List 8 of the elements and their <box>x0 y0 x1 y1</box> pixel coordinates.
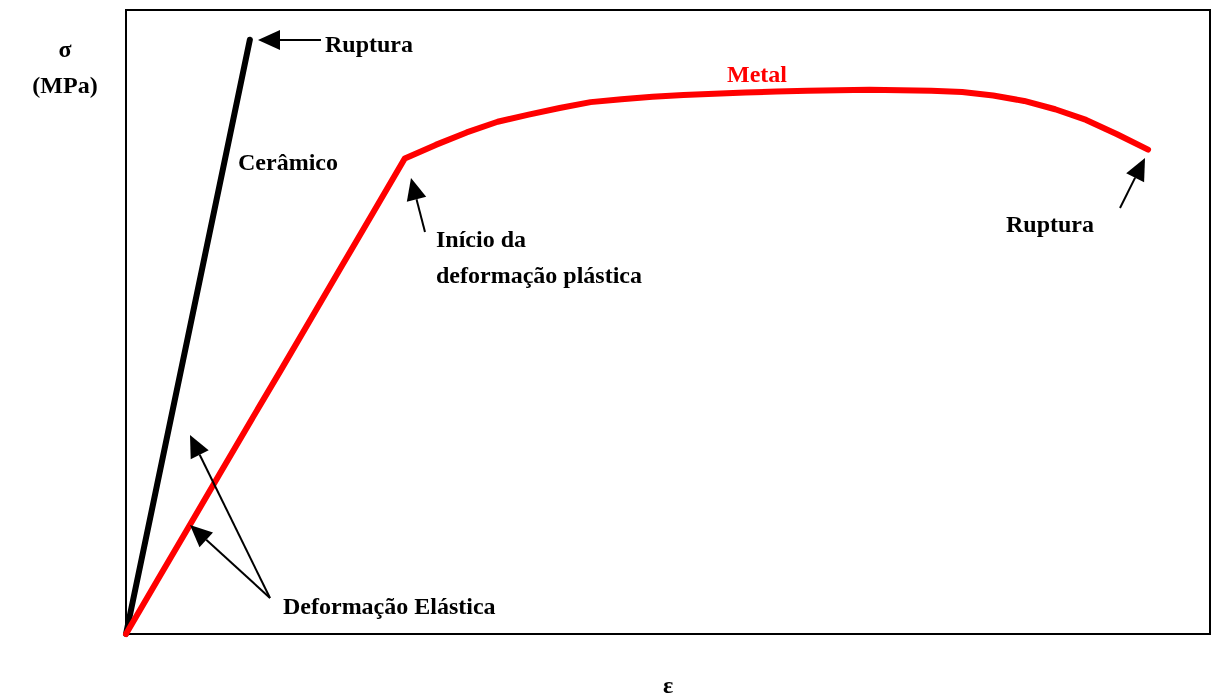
series-label: Metal <box>727 61 788 87</box>
annotation: Deformação Elástica <box>283 593 496 619</box>
series-label: Cerâmico <box>238 149 338 175</box>
annotation: Ruptura <box>325 31 414 57</box>
y-axis-title: σ (MPa) <box>32 36 98 98</box>
x-axis-title: ε <box>662 672 674 698</box>
annotation: Ruptura <box>1005 211 1095 237</box>
annotation: Início da deformação plástica <box>436 226 642 288</box>
